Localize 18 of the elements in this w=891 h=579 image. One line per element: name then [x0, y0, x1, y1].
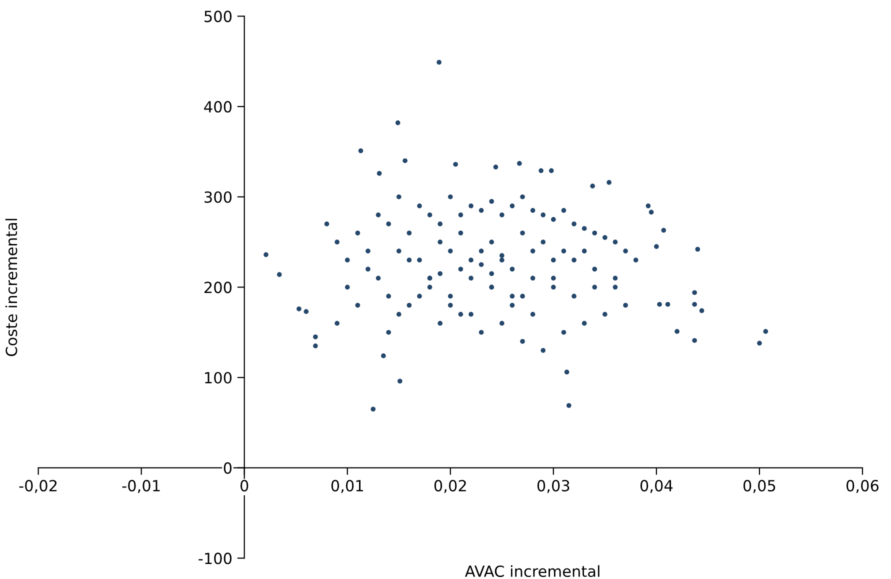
- x-tick-label: 0: [240, 480, 248, 492]
- x-tick-label: 0,06: [846, 480, 879, 494]
- x-tick-label: -0,01: [122, 480, 160, 494]
- y-tick-label: -100: [198, 552, 232, 564]
- y-tick-label: 0: [224, 462, 232, 474]
- x-axis-title: AVAC incremental: [464, 565, 600, 578]
- y-axis-title: Coste incremental: [5, 218, 18, 356]
- x-tick-label: 0,01: [331, 480, 363, 494]
- x-tick-label: -0,02: [19, 480, 57, 494]
- y-tick-label: 300: [204, 191, 232, 203]
- x-tick-label: 0,04: [640, 480, 673, 494]
- y-tick-label: 500: [204, 10, 232, 22]
- y-tick-label: 400: [204, 101, 232, 113]
- y-tick-label: 200: [204, 282, 232, 294]
- y-tick-label: 100: [205, 372, 232, 384]
- x-tick-label: 0,02: [434, 480, 466, 494]
- x-tick-label: 0,05: [743, 480, 776, 494]
- x-tick-label: 0,03: [537, 480, 570, 494]
